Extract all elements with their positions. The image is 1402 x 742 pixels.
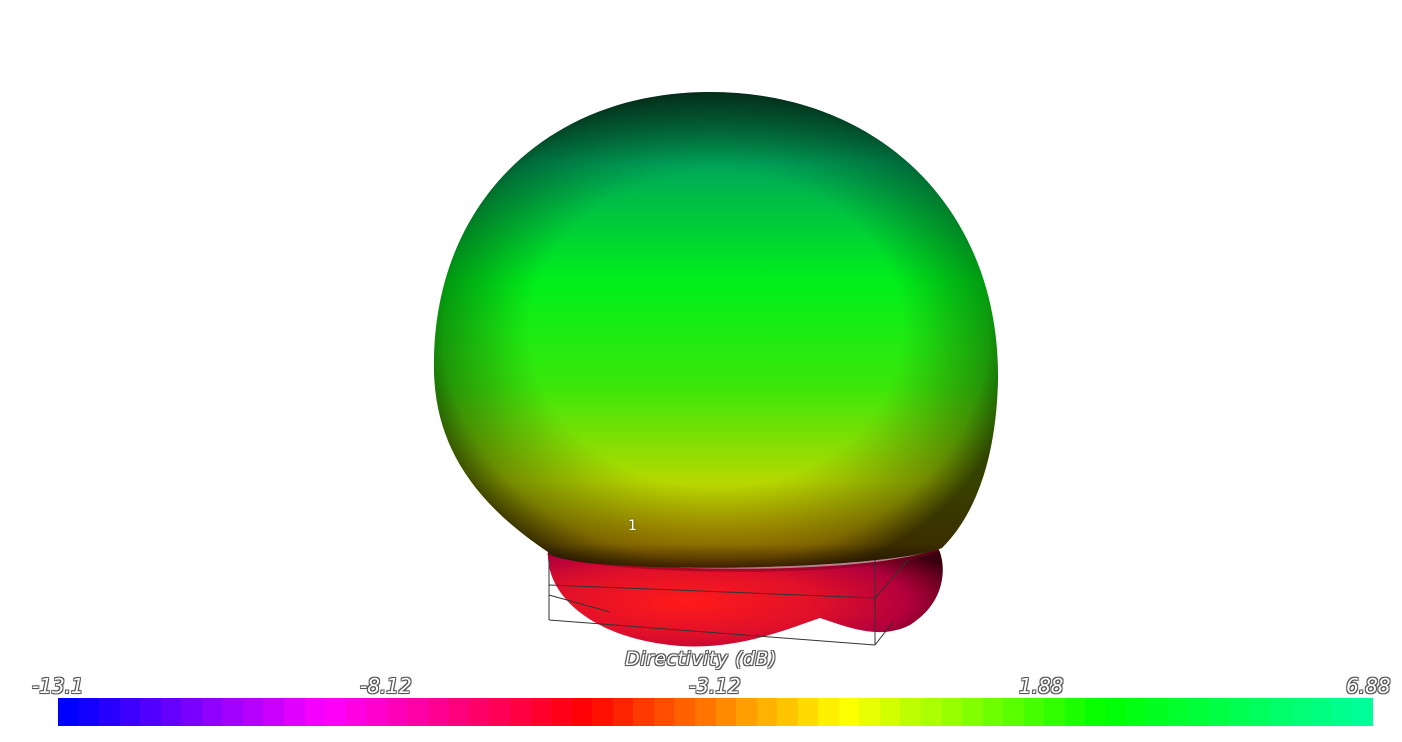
scalar-bar: [58, 698, 1373, 726]
scalar-bar-cell: [1044, 698, 1065, 726]
scalar-bar-cell: [222, 698, 243, 726]
scalar-bar-cell: [736, 698, 757, 726]
scalar-bar-cell: [530, 698, 552, 726]
scalar-bar-cell: [366, 698, 387, 726]
scalar-bar-cell: [571, 698, 593, 726]
scalar-bar-cell: [140, 698, 161, 726]
scalar-bar-cell: [119, 698, 141, 726]
scalar-bar-cell: [160, 698, 182, 726]
scalar-bar-cell: [407, 698, 428, 726]
scalar-bar-cell: [1352, 698, 1373, 726]
scalar-bar-cell: [99, 698, 120, 726]
scalar-bar-cell: [941, 698, 963, 726]
scalar-bar-cell: [284, 698, 305, 726]
scalar-bar-cell: [551, 698, 572, 726]
scalar-bar-cell: [427, 698, 449, 726]
scalar-bar-cell: [962, 698, 983, 726]
point-label: 1: [628, 518, 637, 534]
scalar-bar-cell: [1208, 698, 1230, 726]
scalar-bar-tick: -13.1: [32, 674, 84, 698]
scalar-bar-cell: [859, 698, 880, 726]
scalar-bar-cell: [1146, 698, 1168, 726]
scalar-bar-cell: [181, 698, 202, 726]
scalar-bar-cell: [1249, 698, 1271, 726]
bounding-box-wireframe: [548, 550, 909, 646]
scalar-bar-cell: [58, 698, 79, 726]
scalar-bar-cell: [797, 698, 819, 726]
scalar-bar-cell: [448, 698, 469, 726]
scalar-bar-cell: [489, 698, 511, 726]
scalar-bar-cell: [1105, 698, 1127, 726]
scalar-bar-cell: [1229, 698, 1250, 726]
scalar-bar-cell: [612, 698, 634, 726]
scalar-bar-cell: [900, 698, 921, 726]
scalar-bar-cell: [920, 698, 942, 726]
scalar-bar-cell: [1085, 698, 1106, 726]
scalar-bar-cell: [838, 698, 860, 726]
scalar-bar-cell: [1311, 698, 1332, 726]
scalar-bar-cell: [1331, 698, 1353, 726]
scalar-bar-cell: [1188, 698, 1209, 726]
scalar-bar-cell: [78, 698, 100, 726]
scalar-bar-cell: [694, 698, 716, 726]
scalar-bar-cell: [325, 698, 346, 726]
scalar-bar-cell: [386, 698, 408, 726]
scalar-bar-cell: [1126, 698, 1147, 726]
scalar-bar-cell: [653, 698, 675, 726]
main-lobe: [433, 92, 999, 568]
scalar-bar-cell: [468, 698, 490, 726]
scalar-bar-cell: [1064, 698, 1086, 726]
scalar-bar-tick: -8.12: [360, 674, 412, 698]
scalar-bar-cell: [756, 698, 778, 726]
scalar-bar-cell: [345, 698, 367, 726]
scalar-bar-cell: [982, 698, 1004, 726]
scalar-bar-tick: 6.88: [1346, 674, 1391, 698]
scalar-bar-tick: -3.12: [689, 674, 741, 698]
scalar-bar-cell: [1003, 698, 1024, 726]
scalar-bar-cell: [1290, 698, 1312, 726]
scalar-bar-cell: [201, 698, 223, 726]
scalar-bar-cell: [674, 698, 695, 726]
scalar-bar-cell: [715, 698, 737, 726]
scalar-bar-cell: [879, 698, 901, 726]
scalar-bar-cell: [1167, 698, 1189, 726]
scalar-bar-cell: [263, 698, 285, 726]
scalar-bar-tick: 1.88: [1019, 674, 1064, 698]
scalar-bar-title: Directivity (dB): [625, 648, 777, 670]
scalar-bar-cell: [242, 698, 264, 726]
scalar-bar-cell: [592, 698, 613, 726]
scalar-bar-cell: [1270, 698, 1291, 726]
scalar-bar-cell: [304, 698, 326, 726]
scalar-bar-cell: [1023, 698, 1045, 726]
scalar-bar-cell: [777, 698, 798, 726]
scalar-bar-cell: [510, 698, 531, 726]
scalar-bar-cell: [633, 698, 654, 726]
scalar-bar-cell: [818, 698, 839, 726]
